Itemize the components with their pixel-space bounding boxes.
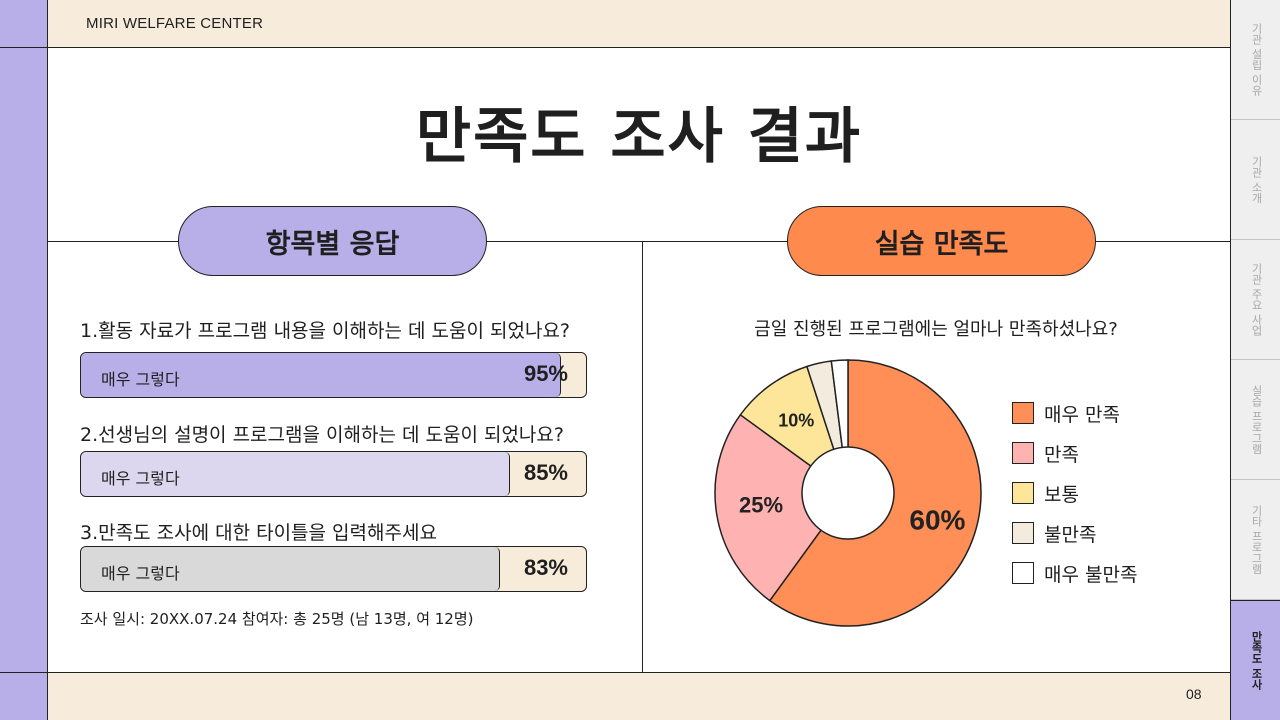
legend-item: 불만족 — [1012, 513, 1137, 553]
response-percent: 85% — [523, 460, 568, 485]
divider-vertical — [642, 241, 643, 673]
page-number: 08 — [1186, 686, 1202, 702]
legend-label: 매우 만족 — [1044, 403, 1120, 426]
divider-horizontal — [48, 241, 1230, 242]
legend-swatch — [1012, 522, 1034, 544]
brand-name: MIRI WELFARE CENTER — [86, 15, 264, 32]
legend-swatch — [1012, 482, 1034, 504]
legend-swatch — [1012, 562, 1034, 584]
question-1: 1.활동 자료가 프로그램 내용을 이해하는 데 도움이 되었나요? — [80, 320, 571, 342]
page-title: 만족도 조사 결과 — [415, 102, 863, 172]
nav-tab[interactable]: 기타 프로그램 — [1231, 480, 1280, 600]
response-percent: 95% — [523, 361, 568, 386]
header: MIRI WELFARE CENTER — [48, 0, 1230, 48]
response-label: 매우 그렇다 — [101, 370, 180, 389]
section-heading-practice-satisfaction: 실습 만족도 — [787, 206, 1096, 276]
legend-item: 매우 만족 — [1012, 393, 1137, 433]
response-label: 매우 그렇다 — [101, 469, 180, 488]
slice-label: 10% — [778, 411, 814, 431]
legend-label: 만족 — [1044, 443, 1079, 466]
nav-tab[interactable]: 기관 소개 — [1231, 120, 1280, 240]
nav-tab[interactable]: 만족도 조사 — [1231, 600, 1280, 720]
response-bar-1: 매우 그렇다 95% — [80, 352, 587, 398]
response-bar-2: 매우 그렇다 85% — [80, 451, 587, 497]
legend-swatch — [1012, 442, 1034, 464]
legend-label: 불만족 — [1044, 523, 1097, 546]
survey-note: 조사 일시: 20XX.07.24 참여자: 총 25명 (남 13명, 여 1… — [80, 610, 474, 628]
nav-tab[interactable]: 기관 설립 이유 — [1231, 0, 1280, 120]
response-label: 매우 그렇다 — [101, 564, 180, 583]
response-percent: 83% — [523, 555, 568, 580]
legend-item: 보통 — [1012, 473, 1137, 513]
response-bar-fill — [81, 452, 511, 496]
pie-question: 금일 진행된 프로그램에는 얼마나 만족하셨나요? — [754, 319, 1118, 340]
section-heading-item-responses: 항목별 응답 — [178, 206, 487, 276]
left-bar-top-cell — [0, 0, 48, 48]
response-bar-fill — [81, 547, 501, 591]
question-2: 2.선생님의 설명이 프로그램을 이해하는 데 도움이 되었나요? — [80, 424, 564, 446]
nav-tab-label: 실습 프로그램 — [1250, 384, 1263, 455]
legend-item: 만족 — [1012, 433, 1137, 473]
donut-hole — [801, 446, 895, 540]
legend-label: 보통 — [1044, 483, 1079, 506]
legend-label: 매우 불만족 — [1044, 563, 1138, 586]
nav-tab-label: 기관 소개 — [1250, 155, 1263, 204]
pie-slice — [714, 413, 850, 602]
legend-swatch — [1012, 402, 1034, 424]
nav-tab[interactable]: 실습 프로그램 — [1231, 360, 1280, 480]
slice-label: 25% — [739, 493, 783, 518]
slice-label: 60% — [909, 504, 965, 535]
nav-tab-label: 만족도 조사 — [1250, 631, 1263, 690]
response-bar-fill — [81, 353, 561, 397]
nav-tab-label: 기관 주요 사업 — [1250, 263, 1263, 336]
satisfaction-donut-chart: 60% 25% 10% — [714, 359, 982, 627]
nav-tab[interactable]: 기관 주요 사업 — [1231, 240, 1280, 360]
nav-tab-label: 기타 프로그램 — [1250, 504, 1263, 575]
left-accent-bar — [0, 0, 48, 720]
nav-tab-label: 기관 설립 이유 — [1250, 23, 1263, 96]
question-3: 3.만족도 조사에 대한 타이틀을 입력해주세요 — [80, 522, 437, 544]
legend-item: 매우 불만족 — [1012, 553, 1137, 593]
slide-content: 만족도 조사 결과 항목별 응답 실습 만족도 1.활동 자료가 프로그램 내용… — [48, 47, 1230, 673]
left-bar-bottom-cell — [0, 672, 48, 720]
response-bar-3: 매우 그렇다 83% — [80, 546, 587, 592]
